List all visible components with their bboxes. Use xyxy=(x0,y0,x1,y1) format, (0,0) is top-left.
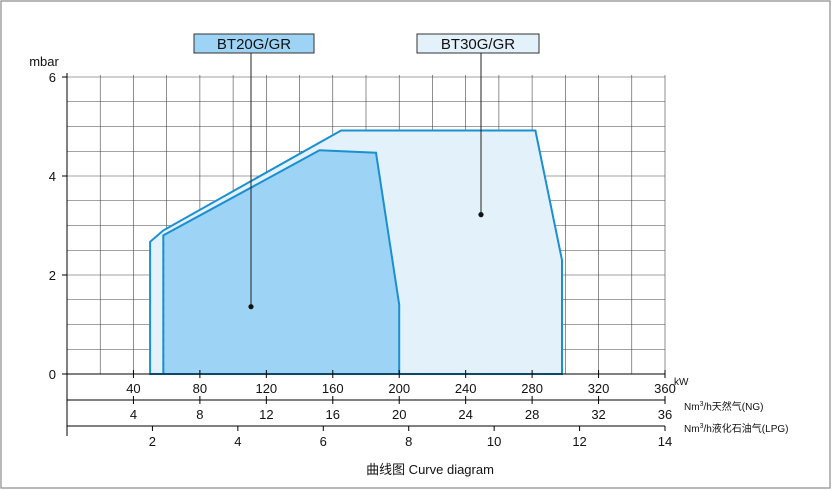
y-tick-label: 2 xyxy=(49,268,56,283)
series-areas xyxy=(149,129,563,375)
x-tick-label-ng: 8 xyxy=(196,407,203,422)
y-tick-label: 0 xyxy=(49,367,56,382)
legend-callouts: BT30G/GR BT20G/GR xyxy=(193,33,540,310)
x-tick-label-kw: 240 xyxy=(455,381,477,396)
x-tick-label-ng: 32 xyxy=(591,407,605,422)
x-tick-label-lpg: 4 xyxy=(234,434,241,449)
y-tick-label: 4 xyxy=(49,169,56,184)
x-tick-label-kw: 160 xyxy=(322,381,344,396)
legend-marker-bt20 xyxy=(248,304,254,310)
x-tick-label-kw: 120 xyxy=(255,381,277,396)
y-axis-unit: mbar xyxy=(29,54,59,69)
legend-label-bt20: BT20G/GR xyxy=(217,36,291,53)
x-tick-label-ng: 12 xyxy=(259,407,273,422)
x-tick-label-ng: 36 xyxy=(658,407,672,422)
chart-caption: 曲线图 Curve diagram xyxy=(366,462,494,477)
x-tick-label-ng: 28 xyxy=(525,407,539,422)
x-tick-label-lpg: 6 xyxy=(320,434,327,449)
legend-box-bt30 xyxy=(416,33,540,54)
x-tick-label-kw: 200 xyxy=(388,381,410,396)
x-axis-unit-ng: Nm3/h天然气(NG) xyxy=(684,400,763,413)
x-tick-label-kw: 80 xyxy=(193,381,207,396)
legend-marker-bt30 xyxy=(478,212,484,218)
legend-label-bt30: BT30G/GR xyxy=(441,36,515,53)
x-tick-label-ng: 4 xyxy=(130,407,137,422)
x-axis-unit-kw: kW xyxy=(674,377,689,388)
x-tick-label-ng: 20 xyxy=(392,407,406,422)
x-tick-label-lpg: 14 xyxy=(658,434,672,449)
x-tick-label-lpg: 12 xyxy=(572,434,586,449)
y-tick-label: 6 xyxy=(49,70,56,85)
legend-box-bt20 xyxy=(193,33,315,54)
x-tick-label-ng: 24 xyxy=(458,407,472,422)
x-tick-label-kw: 280 xyxy=(521,381,543,396)
x-tick-label-kw: 320 xyxy=(588,381,610,396)
x-tick-label-kw: 360 xyxy=(654,381,676,396)
x-axis-unit-lpg: Nm3/h液化石油气(LPG) xyxy=(684,422,788,435)
x-tick-label-lpg: 10 xyxy=(487,434,501,449)
x-tick-label-ng: 16 xyxy=(326,407,340,422)
x-tick-label-lpg: 8 xyxy=(405,434,412,449)
x-tick-label-lpg: 2 xyxy=(149,434,156,449)
x-tick-label-kw: 40 xyxy=(126,381,140,396)
